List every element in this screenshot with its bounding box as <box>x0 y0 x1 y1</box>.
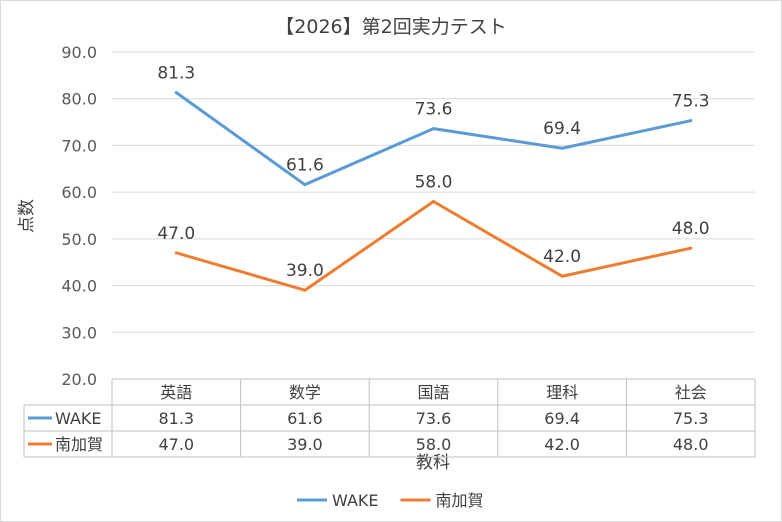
y-tick-label: 20.0 <box>61 370 97 389</box>
table-cell-value: 81.3 <box>158 409 194 428</box>
data-label: 58.0 <box>415 172 453 192</box>
data-label: 39.0 <box>286 261 324 281</box>
table-cell-value: 73.6 <box>416 409 452 428</box>
y-tick-label: 50.0 <box>61 230 97 249</box>
data-point <box>432 127 435 131</box>
data-point <box>174 251 178 255</box>
data-point <box>689 246 693 250</box>
legend-entry[interactable]: WAKE <box>332 491 379 510</box>
x-category-label: 英語 <box>160 383 192 402</box>
legend[interactable]: WAKE 南加賀 <box>297 491 484 510</box>
y-tick-label: 70.0 <box>61 136 97 155</box>
y-axis-title: 点数 <box>17 199 37 233</box>
y-axis: 20.0 30.0 40.0 50.0 60.0 70.0 80.0 90.0 <box>61 43 97 389</box>
table-cell-value: 42.0 <box>544 435 580 454</box>
table-series-name: 南加賀 <box>55 435 103 454</box>
data-label: 42.0 <box>543 247 581 267</box>
table-cell-value: 48.0 <box>673 435 709 454</box>
data-point <box>689 119 693 123</box>
y-tick-label: 60.0 <box>61 183 97 202</box>
x-category-label: 社会 <box>675 383 707 402</box>
y-tick-label: 90.0 <box>61 43 97 62</box>
data-label: 69.4 <box>543 119 581 139</box>
data-table: 英語 数学 国語 理科 社会 WAKE 81.3 61.6 73.6 69.4 75.3 南加賀 47.… <box>23 378 756 458</box>
data-point <box>432 199 435 203</box>
table-cell-value: 39.0 <box>287 435 323 454</box>
data-point <box>560 146 564 150</box>
table-cell-value: 47.0 <box>158 435 194 454</box>
series-group: 81.3 61.6 73.6 69.4 75.3 47.0 39.0 58.0 42.0 48.0 <box>157 64 710 292</box>
table-series-name: WAKE <box>55 409 102 428</box>
data-label: 81.3 <box>157 64 195 84</box>
x-category-label: 国語 <box>417 383 449 402</box>
y-tick-label: 40.0 <box>61 277 97 296</box>
table-cell-value: 69.4 <box>544 409 580 428</box>
data-point <box>303 288 307 292</box>
x-category-label: 理科 <box>546 383 578 402</box>
data-point <box>303 183 307 187</box>
table-cell-value: 61.6 <box>287 409 323 428</box>
data-point <box>560 274 564 278</box>
x-category-label: 数学 <box>289 383 321 402</box>
chart-title: 【2026】第2回実力テスト <box>275 16 506 38</box>
x-axis-title: 教科 <box>416 453 450 473</box>
gridlines <box>112 51 755 333</box>
data-point <box>174 91 178 95</box>
y-tick-label: 80.0 <box>61 90 97 109</box>
data-label: 61.6 <box>286 156 324 176</box>
data-label: 75.3 <box>672 92 710 112</box>
y-tick-label: 30.0 <box>61 323 97 342</box>
legend-entry[interactable]: 南加賀 <box>436 491 484 510</box>
table-cell-value: 75.3 <box>673 409 709 428</box>
data-label: 48.0 <box>672 219 710 239</box>
data-label: 47.0 <box>157 224 195 244</box>
data-label: 73.6 <box>415 100 453 120</box>
table-cell-value: 58.0 <box>416 435 452 454</box>
